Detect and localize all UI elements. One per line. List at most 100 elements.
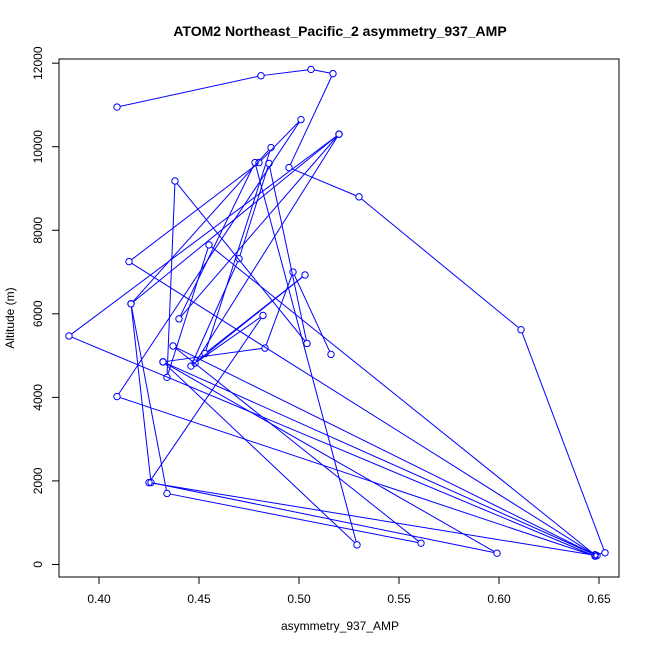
data-point [265,159,273,168]
series-segment [293,274,331,352]
data-point [335,130,343,138]
series-segment [132,149,270,302]
plot-area-frame [58,58,620,578]
series-segment [289,76,333,165]
series-segment [255,165,357,542]
chart-title: ATOM2 Northeast_Pacific_2 asymmetry_937_… [173,23,506,39]
y-tick-label: 6000 [31,300,45,327]
series-segment [175,346,593,554]
series-segment [176,183,306,342]
series-segment [211,246,593,554]
data-point [329,69,337,78]
data-point [255,158,263,167]
y-tick-label: 0 [31,561,45,568]
series-segment [314,69,330,74]
series-segment [154,482,494,554]
x-tick-label: 0.45 [187,592,211,606]
series-segment [131,164,257,261]
series-segment [131,306,167,491]
data-point [159,358,167,366]
x-tick-label: 0.65 [587,592,611,606]
x-tick-label: 0.55 [387,592,411,606]
data-point [601,549,609,557]
data-point [493,549,501,557]
series-segment [119,397,593,556]
series-segment [291,168,357,197]
data-point [303,339,311,348]
y-tick-label: 10000 [31,130,45,164]
series-segment [269,166,307,341]
data-point [517,325,525,334]
data-point [175,315,183,323]
data-point [127,300,135,308]
series-segment [71,336,593,556]
series-segment [260,121,300,161]
series-segment [239,166,269,256]
data-point [163,373,171,382]
series-segment [131,262,593,554]
series-segment [170,493,418,544]
y-axis-label: Altitude (m) [3,287,17,348]
series-segment [179,165,255,317]
y-axis: 0 2000 4000 6000 8000 10000 12000 [31,46,60,568]
data-point [251,158,259,167]
series-segment [166,184,176,375]
data-point [171,177,179,185]
data-point [163,489,171,498]
x-tick-label: 0.60 [487,592,511,606]
data-point [285,163,293,172]
data-point [235,254,243,263]
series-segment [265,274,293,346]
data-point [205,241,213,249]
data-point [169,342,177,350]
x-axis: 0.40 0.45 0.50 0.55 0.60 0.65 [87,576,611,606]
data-point [355,193,363,201]
data-point [113,103,121,111]
data-point [261,344,269,352]
series-segment [71,135,337,335]
y-tick-label: 12000 [31,46,45,80]
data-point [353,541,361,549]
series-segment [152,482,594,556]
x-tick-label: 0.50 [287,592,311,606]
series-segment [150,317,262,481]
data-point [289,268,297,276]
series-segment [175,347,419,542]
data-point [191,359,199,367]
series-point-group [65,65,609,560]
series-segment [197,316,261,362]
series-line-group [71,69,605,556]
series-segment [167,247,209,375]
series-segment [166,348,262,362]
x-axis-label: asymmetry_937_AMP [281,619,399,633]
data-point [147,478,155,487]
data-point [417,539,425,547]
series-segment [130,306,152,480]
data-point [125,257,133,266]
series-segment [361,198,519,329]
series-segment [180,136,338,317]
series-segment [191,261,239,364]
x-tick-label: 0.40 [87,592,111,606]
series-segment [521,332,605,550]
series-segment [264,69,308,76]
data-point [145,478,153,487]
y-tick-label: 8000 [31,217,45,244]
data-point [593,551,601,560]
series-segment [165,363,495,553]
series-segment [133,135,337,303]
series-segment [196,136,338,361]
data-point [267,143,275,152]
y-tick-label: 4000 [31,384,45,411]
data-point [297,115,305,124]
y-tick-label: 2000 [31,467,45,494]
data-point [65,332,73,340]
data-point [257,72,265,80]
data-point [301,271,309,279]
data-point [327,350,335,359]
series-segment [164,363,356,544]
series-segment [165,362,595,555]
series-segment [120,75,258,107]
data-point [201,349,209,358]
